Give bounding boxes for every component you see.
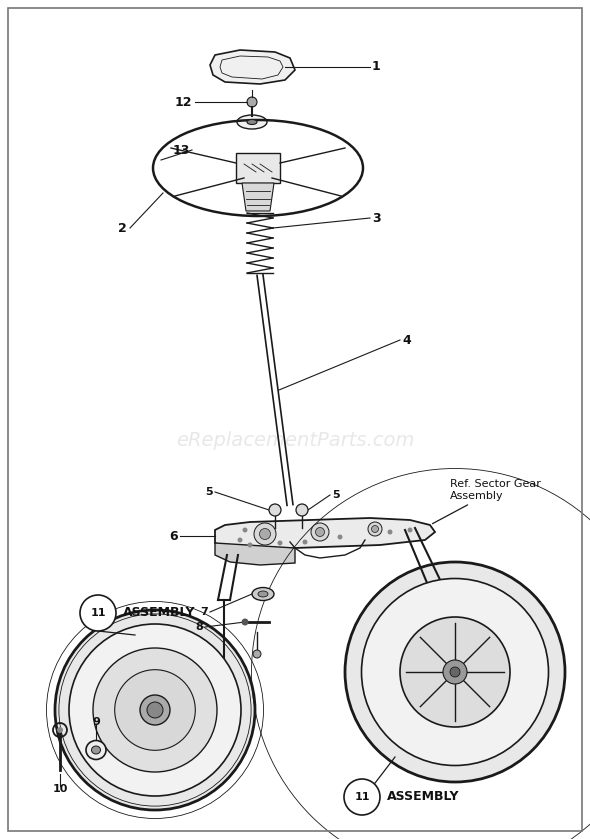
Polygon shape <box>215 543 295 565</box>
Text: ASSEMBLY: ASSEMBLY <box>387 790 460 804</box>
Ellipse shape <box>345 562 565 782</box>
Text: 5: 5 <box>205 487 213 497</box>
Text: 5: 5 <box>332 490 340 500</box>
Text: 1: 1 <box>372 60 381 74</box>
Ellipse shape <box>362 579 549 765</box>
Text: 3: 3 <box>372 211 381 225</box>
Circle shape <box>388 529 392 534</box>
Circle shape <box>247 97 257 107</box>
Text: 2: 2 <box>118 221 127 234</box>
Circle shape <box>242 528 247 533</box>
Text: 8: 8 <box>195 622 203 632</box>
Circle shape <box>303 539 307 545</box>
Ellipse shape <box>400 617 510 727</box>
Ellipse shape <box>55 610 255 810</box>
Circle shape <box>296 504 308 516</box>
Circle shape <box>408 528 412 533</box>
Bar <box>236 153 280 183</box>
Text: 13: 13 <box>173 143 190 157</box>
Circle shape <box>80 595 116 631</box>
Text: 9: 9 <box>92 717 100 727</box>
Circle shape <box>450 667 460 677</box>
Circle shape <box>443 660 467 684</box>
Circle shape <box>241 618 248 626</box>
Ellipse shape <box>247 119 257 124</box>
Ellipse shape <box>140 695 170 725</box>
Circle shape <box>269 504 281 516</box>
Text: 11: 11 <box>90 608 106 618</box>
Circle shape <box>247 543 253 548</box>
Circle shape <box>260 529 270 539</box>
Circle shape <box>316 528 325 536</box>
Circle shape <box>57 727 63 733</box>
Circle shape <box>344 779 380 815</box>
Ellipse shape <box>86 741 106 759</box>
Circle shape <box>311 523 329 541</box>
Ellipse shape <box>258 591 268 597</box>
Ellipse shape <box>147 702 163 718</box>
Text: ASSEMBLY: ASSEMBLY <box>123 607 195 619</box>
Text: 6: 6 <box>169 529 178 543</box>
Ellipse shape <box>91 746 100 754</box>
Ellipse shape <box>237 115 267 129</box>
Ellipse shape <box>252 587 274 601</box>
Circle shape <box>337 534 343 539</box>
Ellipse shape <box>114 670 195 750</box>
Text: 11: 11 <box>354 792 370 802</box>
Text: eReplacementParts.com: eReplacementParts.com <box>176 430 414 450</box>
Text: 4: 4 <box>402 333 411 347</box>
Circle shape <box>238 538 242 543</box>
Circle shape <box>253 650 261 658</box>
Circle shape <box>368 522 382 536</box>
Polygon shape <box>242 183 274 211</box>
Ellipse shape <box>93 648 217 772</box>
Text: 7: 7 <box>200 607 208 617</box>
Polygon shape <box>210 50 295 84</box>
Polygon shape <box>215 518 435 548</box>
Text: 12: 12 <box>175 96 192 108</box>
Ellipse shape <box>69 624 241 796</box>
Circle shape <box>372 525 379 533</box>
Text: 10: 10 <box>53 784 68 794</box>
Circle shape <box>254 523 276 545</box>
Circle shape <box>277 540 283 545</box>
Text: Ref. Sector Gear
Assembly: Ref. Sector Gear Assembly <box>432 479 541 524</box>
